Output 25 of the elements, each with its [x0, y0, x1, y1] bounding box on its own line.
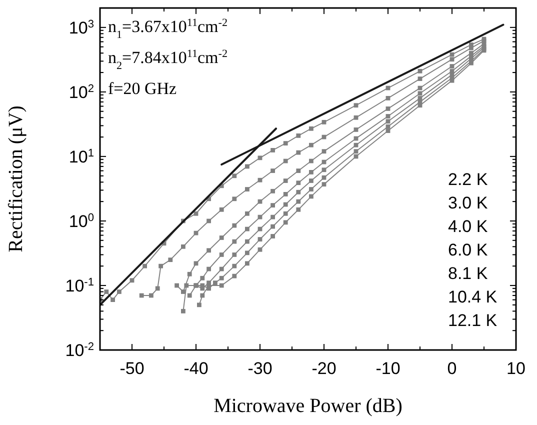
y-tick-label: 10$^{2}$	[68, 82, 94, 102]
annotation: 10.4 K	[448, 288, 498, 306]
x-tick-label: -50	[120, 359, 144, 378]
y-tick-label: 10$^{3}$	[68, 18, 94, 38]
annotation: 6.0 K	[448, 240, 488, 260]
x-tick-label: -20	[312, 359, 336, 378]
x-tick-label: -30	[248, 359, 272, 378]
y-axis-title: Rectification (μV)	[5, 106, 27, 252]
x-tick-label: 10	[506, 359, 526, 378]
y-tick-label: 10$^{-1}$	[65, 276, 94, 296]
y-tick-label: 10$^{1}$	[68, 147, 94, 166]
annotation: 3.0 K	[448, 194, 488, 212]
x-tick-label: 0	[447, 359, 457, 378]
x-tick-label: -10	[376, 359, 400, 378]
x-axis-title: Microwave Power (dB)	[214, 395, 402, 417]
annotation: f=20 GHz	[108, 79, 178, 98]
y-tick-label: 10$^{-2}$	[65, 341, 94, 360]
annotation: n$_{1}$=3.67x10$^{11}$cm$^{-2}$	[108, 17, 228, 41]
annotation: 4.0 K	[448, 217, 488, 236]
annotation: 2.2 K	[448, 170, 488, 189]
annotation: 12.1 K	[448, 311, 498, 330]
y-tick-label: 10$^{0}$	[68, 212, 94, 231]
annotation: n$_{2}$=7.84x10$^{11}$cm$^{-2}$	[108, 48, 228, 72]
x-tick-label: -40	[184, 359, 208, 378]
annotation: 8.1 K	[448, 264, 488, 283]
